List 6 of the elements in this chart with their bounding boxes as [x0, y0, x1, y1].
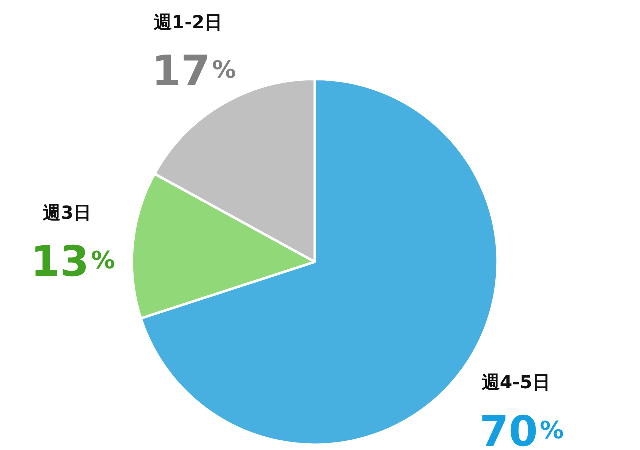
slice-label: 週4-5日 — [480, 372, 550, 394]
data-label: 70% — [480, 406, 564, 450]
slice-label: 週3日 — [42, 203, 92, 224]
data-label: 13% — [30, 237, 116, 286]
slice-label: 週1-2日 — [153, 12, 223, 34]
data-label: 17% — [152, 46, 236, 96]
